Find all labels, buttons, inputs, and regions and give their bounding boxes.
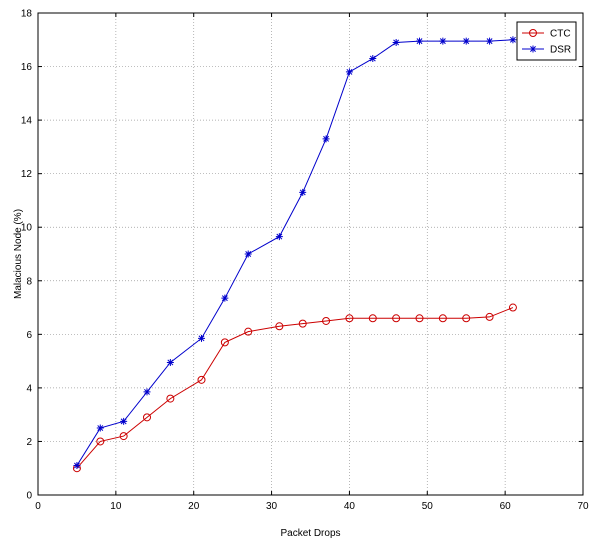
series-ctc-point: [368, 314, 377, 323]
grid-lines: [38, 13, 583, 495]
series-ctc-point: [415, 314, 424, 323]
series-dsr-point: [221, 294, 229, 302]
series-ctc-point: [166, 394, 175, 403]
x-tick-label: 20: [188, 501, 200, 512]
series-dsr-point: [143, 388, 151, 396]
legend-ctc-marker: [529, 29, 537, 37]
series-dsr-line: [76, 39, 513, 466]
series-ctc-point: [345, 314, 354, 323]
series-dsr-point: [244, 250, 252, 258]
x-tick-label: 10: [110, 501, 122, 512]
x-axis-title: Packet Drops: [280, 528, 340, 539]
y-tick-label: 8: [26, 276, 32, 287]
legend-dsr-marker: [529, 45, 537, 53]
x-tick-label: 40: [344, 501, 356, 512]
series-ctc-point: [197, 375, 206, 384]
series-ctc-point: [119, 432, 128, 441]
series-dsr-point: [369, 55, 377, 63]
y-tick-label: 6: [26, 330, 32, 341]
series-ctc-point: [438, 314, 447, 323]
series-ctc-point: [220, 338, 229, 347]
y-tick-label: 2: [26, 437, 32, 448]
series-ctc-point: [143, 413, 151, 422]
axis-ticks: 0 10 20 30 40 50 60 70 0 2 4 6 8 10 12 14 16 18: [21, 9, 589, 513]
series-ctc-point: [96, 437, 105, 446]
series-dsr-point: [322, 135, 330, 143]
y-tick-label: 10: [21, 223, 33, 234]
y-axis-title: Malacious Node (%): [13, 209, 24, 299]
x-tick-label: 30: [266, 501, 278, 512]
series-ctc-point: [392, 314, 401, 323]
legend-box: [516, 21, 577, 61]
series-dsr-point: [299, 188, 307, 196]
series-dsr-point: [416, 37, 423, 45]
series-dsr-point: [486, 37, 494, 45]
series-group: [72, 36, 517, 473]
series-dsr-point: [73, 462, 81, 470]
series-dsr-point: [275, 233, 283, 241]
y-tick-label: 14: [21, 116, 33, 127]
series-ctc-point: [462, 314, 471, 323]
y-tick-label: 4: [26, 383, 32, 394]
legend: CTC DSR: [516, 21, 577, 61]
series-ctc-point: [322, 316, 331, 325]
y-tick-label: 12: [21, 169, 33, 180]
series-dsr-point: [509, 36, 517, 44]
series-ctc-point: [508, 303, 517, 312]
x-tick-label: 0: [35, 501, 41, 512]
series-ctc-point: [244, 327, 253, 336]
series-dsr-point: [439, 37, 447, 45]
y-tick-label: 18: [21, 9, 33, 20]
series-dsr: [73, 36, 517, 470]
series-dsr-point: [462, 37, 470, 45]
series-dsr-point: [96, 424, 104, 432]
plot-area-frame: [37, 12, 584, 496]
series-dsr-point: [198, 334, 205, 342]
series-dsr-point: [345, 68, 353, 76]
series-ctc-line: [76, 307, 514, 469]
x-tick-label: 60: [500, 501, 512, 512]
y-tick-label: 16: [21, 62, 33, 73]
series-ctc-point: [275, 322, 284, 331]
series-dsr-point: [392, 38, 400, 46]
series-ctc-point: [298, 319, 307, 328]
series-dsr-point: [166, 358, 174, 366]
series-ctc: [72, 303, 517, 473]
legend-ctc-label: CTC: [550, 29, 571, 40]
y-tick-label: 0: [26, 491, 32, 502]
series-ctc-point: [485, 312, 494, 321]
legend-dsr-label: DSR: [550, 45, 571, 56]
x-tick-label: 70: [577, 501, 589, 512]
series-dsr-point: [120, 417, 128, 425]
x-tick-label: 50: [422, 501, 434, 512]
